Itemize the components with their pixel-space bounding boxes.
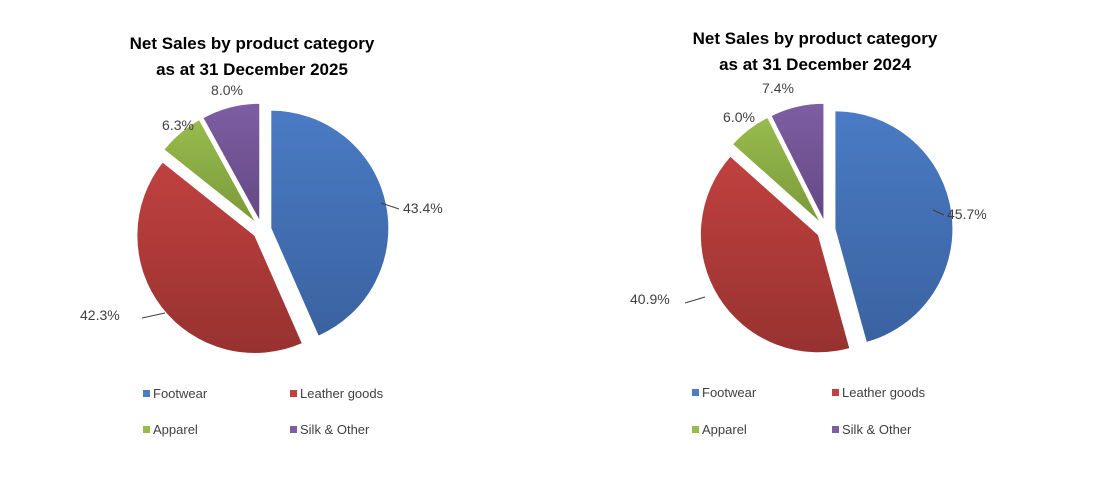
data-label-silk-and-other: 8.0% [211,82,243,98]
legend-label-footwear: Footwear [153,386,208,401]
pie-slice-apparel [731,116,821,224]
data-label-footwear: 45.7% [947,206,987,222]
legend-label-apparel: Apparel [153,422,198,437]
pie-slices [136,102,390,354]
legend-swatch-apparel [692,426,699,433]
data-label-apparel: 6.0% [723,109,755,125]
pie-slice-silk-and-other [202,102,261,222]
legend-swatch-leather-goods [290,390,297,397]
pie-slice-leather-goods [699,155,851,354]
pie-chart-2024: Net Sales by product category as at 31 D… [630,29,987,437]
data-label-leather-goods: 42.3% [80,307,120,323]
pie-slices [699,102,954,354]
chart-title-line-1: Net Sales by product category [693,29,938,48]
legend-swatch-footwear [692,389,699,396]
legend-label-silk-and-other: Silk & Other [842,422,912,437]
pie-data-labels: 45.7% 40.9% 6.0% 7.4% [630,80,987,307]
legend-label-leather-goods: Leather goods [842,385,926,400]
legend-swatch-footwear [143,390,150,397]
legend-swatch-silk-and-other [290,426,297,433]
legend-label-silk-and-other: Silk & Other [300,422,370,437]
chart-title-line-1: Net Sales by product category [130,34,375,53]
pie-data-labels: 43.4% 42.3% 6.3% 8.0% [80,82,443,323]
chart-title-line-2: as at 31 December 2024 [719,55,911,74]
leader-line [932,209,945,216]
legend-swatch-apparel [143,426,150,433]
pie-slice-silk-and-other [770,102,825,222]
data-label-footwear: 43.4% [403,200,443,216]
legend-label-apparel: Apparel [702,422,747,437]
pie-chart-2025: Net Sales by product category as at 31 D… [80,34,443,437]
data-label-apparel: 6.3% [162,117,194,133]
data-label-leather-goods: 40.9% [630,291,670,307]
legend-label-leather-goods: Leather goods [300,386,384,401]
leader-line [684,296,706,304]
data-label-silk-and-other: 7.4% [762,80,794,96]
legend-swatch-silk-and-other [832,426,839,433]
pie-slice-leather-goods [136,161,304,354]
chart-legend: Footwear Leather goods Apparel Silk & Other [692,385,926,437]
leader-line [380,202,400,210]
pie-slice-footwear [270,109,390,337]
legend-label-footwear: Footwear [702,385,757,400]
pie-slice-apparel [163,119,257,224]
pie-slice-footwear [834,110,954,344]
legend-swatch-leather-goods [832,389,839,396]
leader-line [141,312,166,319]
chart-title-line-2: as at 31 December 2025 [156,60,348,79]
chart-legend: Footwear Leather goods Apparel Silk & Other [143,386,384,437]
